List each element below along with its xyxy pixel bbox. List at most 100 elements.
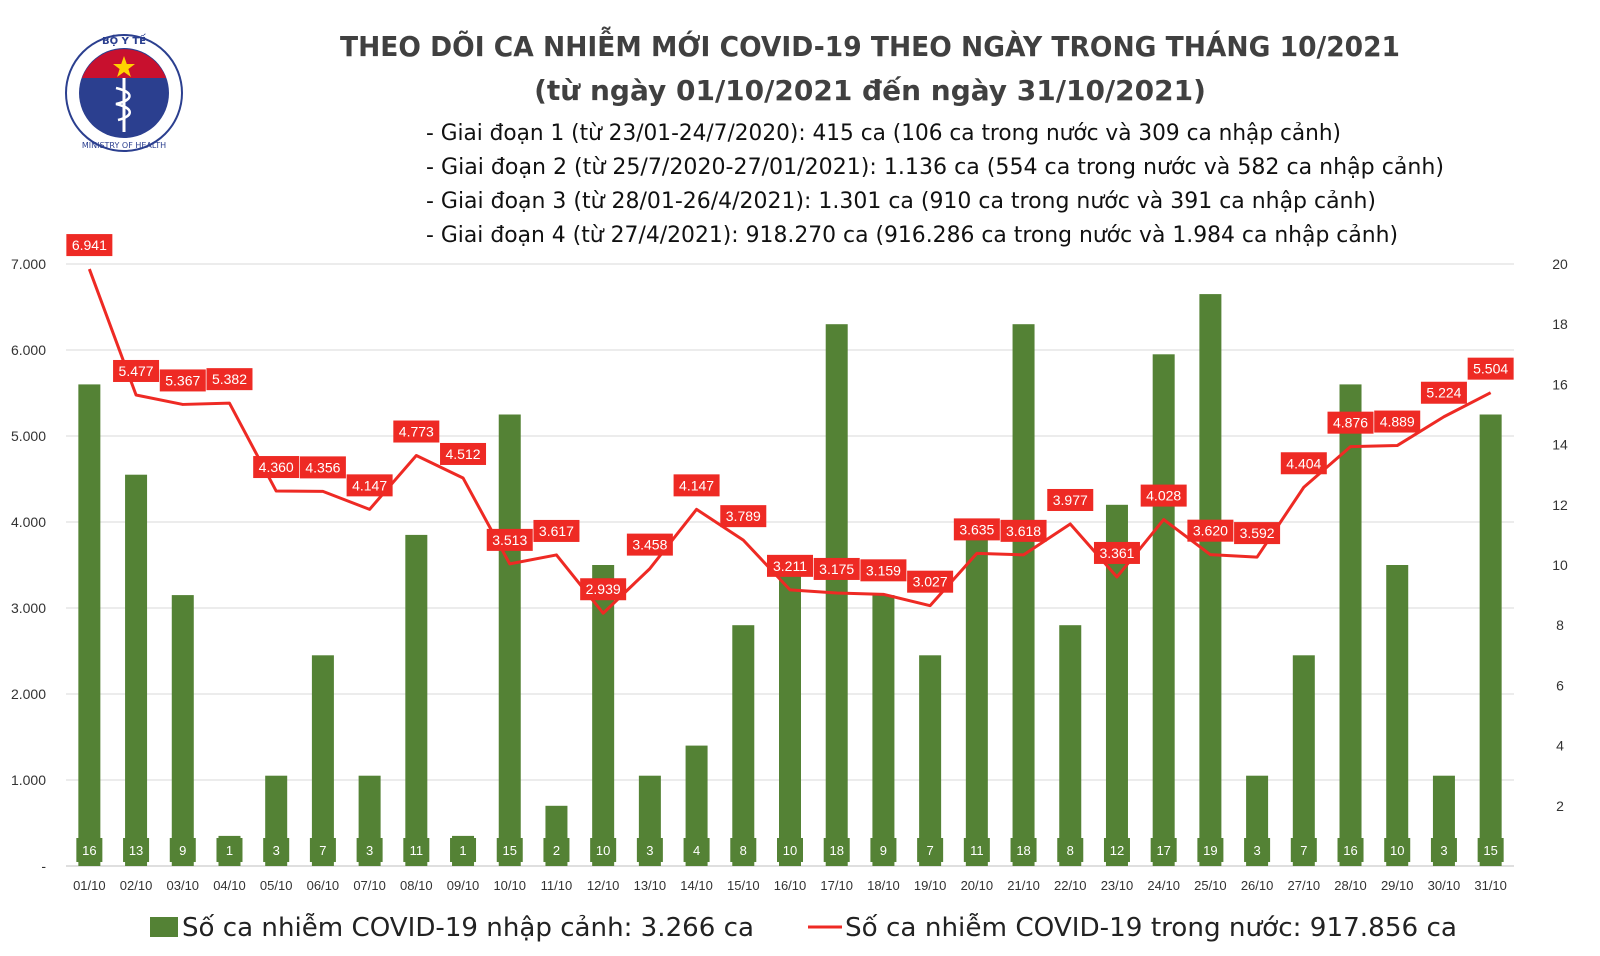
right-tick-label: 12 [1552,497,1568,513]
x-tick-label: 25/10 [1194,878,1227,893]
line-value-label: 3.211 [773,558,807,574]
line-value-label: 6.941 [72,237,107,253]
x-tick-label: 30/10 [1428,878,1461,893]
bar-value-label: 7 [319,843,326,858]
logo-bottom-text: MINISTRY OF HEALTH [82,141,166,150]
bar [1152,354,1175,866]
x-tick-label: 11/10 [541,878,573,893]
line-value-label: 3.618 [1006,523,1041,539]
line-label-box [1047,488,1094,511]
x-tick-label: 19/10 [914,878,947,893]
bar [1386,565,1409,866]
bar-label-box [917,838,944,862]
line-label-box [1000,519,1047,542]
line-value-label: 4.028 [1146,488,1181,504]
line-label-box [720,505,767,528]
bar-value-label: 13 [129,843,143,858]
bar-label-box [963,838,990,862]
x-tick-label: 24/10 [1147,878,1180,893]
left-tick-label: 1.000 [11,772,46,788]
line-value-label: 3.458 [632,537,667,553]
line-label-box [1467,357,1514,380]
bar-value-label: 19 [1203,843,1217,858]
line-label-box [860,559,907,582]
line-value-label: 4.147 [679,477,714,493]
x-tick-label: 09/10 [447,878,480,893]
bar-value-label: 3 [1440,843,1447,858]
x-axis: 01/10 02/10 03/10 04/10 05/10 06/10 07/10 08/10… [73,878,1507,893]
bar-label-box [1477,838,1504,862]
bar-label-box [1290,838,1317,862]
bar [78,384,101,866]
x-tick-label: 15/10 [727,878,760,893]
line-label-box [253,456,300,479]
line-label-box [1187,519,1234,542]
left-tick-label: 3.000 [11,600,46,616]
line-value-label: 3.635 [959,521,994,537]
bar-value-label: 3 [646,843,653,858]
bar-value-label: 15 [1483,843,1497,858]
line-label-box [346,474,393,497]
bar-label-box [683,838,710,862]
line-label-box [953,518,1000,541]
bar-label-box [636,838,663,862]
x-tick-label: 27/10 [1288,878,1321,893]
x-tick-label: 26/10 [1241,878,1274,893]
x-tick-label: 22/10 [1054,878,1087,893]
line-value-label: 4.889 [1380,414,1415,430]
line-label-box [626,533,673,556]
bar-value-label: 12 [1110,843,1124,858]
line-labels: 6.941 5.477 5.367 5.382 4.360 4.356 4.147 4.773… [66,234,1514,601]
bar-label-box [1103,838,1130,862]
left-tick-label: 2.000 [11,686,46,702]
x-tick-label: 10/10 [493,878,526,893]
bar-value-label: 18 [829,843,843,858]
note-line-4: - Giai đoạn 4 (từ 27/4/2021): 918.270 ca… [426,223,1398,248]
bar-label-box [123,838,150,862]
line-value-label: 3.592 [1240,525,1275,541]
bar [1012,324,1035,866]
ministry-logo: BỘ Y TẾ MINISTRY OF HEALTH [65,32,183,152]
bar [1339,384,1362,866]
bar-label-box [1010,838,1037,862]
chart-subtitle: (từ ngày 01/10/2021 đến ngày 31/10/2021) [534,74,1206,107]
note-line-3: - Giai đoạn 3 (từ 28/01-26/4/2021): 1.30… [426,189,1376,214]
right-tick-label: 20 [1552,256,1568,272]
bar-value-label: 7 [1300,843,1307,858]
bar-label-box [1384,838,1411,862]
legend-bar-swatch [150,917,178,937]
bar-value-label: 2 [553,843,560,858]
line-label-box [66,234,113,257]
line-value-label: 3.977 [1053,492,1088,508]
bar-label-box [403,838,430,862]
line-label-box [533,519,580,542]
x-tick-label: 03/10 [167,878,200,893]
x-tick-label: 05/10 [260,878,293,893]
left-tick-label: 7.000 [11,256,46,272]
line-label-box [1280,452,1327,475]
right-tick-label: 2 [1556,798,1564,814]
bar [779,565,801,866]
bar [592,565,615,866]
line-value-label: 4.773 [399,424,434,440]
line-label-box [767,554,813,577]
left-axis: - 1.000 2.000 3.000 4.000 5.000 6.000 7.000 [11,256,46,874]
line-label-box [1093,541,1140,564]
bar-label-box [1337,838,1364,862]
line-label-box [813,557,860,580]
bar-value-label: 7 [927,843,934,858]
legend-line-label: Số ca nhiễm COVID-19 trong nước: 917.856… [845,912,1457,943]
line-label-box [440,442,487,465]
line-value-label: 5.477 [119,363,154,379]
bar-label-box [1244,838,1271,862]
bar [919,655,942,866]
x-tick-label: 18/10 [867,878,900,893]
right-tick-label: 18 [1552,316,1568,332]
line-value-label: 3.175 [819,561,854,577]
x-tick-label: 28/10 [1334,878,1367,893]
bar-label-box [263,838,290,862]
legend-bar-label: Số ca nhiễm COVID-19 nhập cảnh: 3.266 ca [182,912,754,943]
x-tick-label: 07/10 [353,878,386,893]
bar-value-label: 11 [970,843,984,858]
